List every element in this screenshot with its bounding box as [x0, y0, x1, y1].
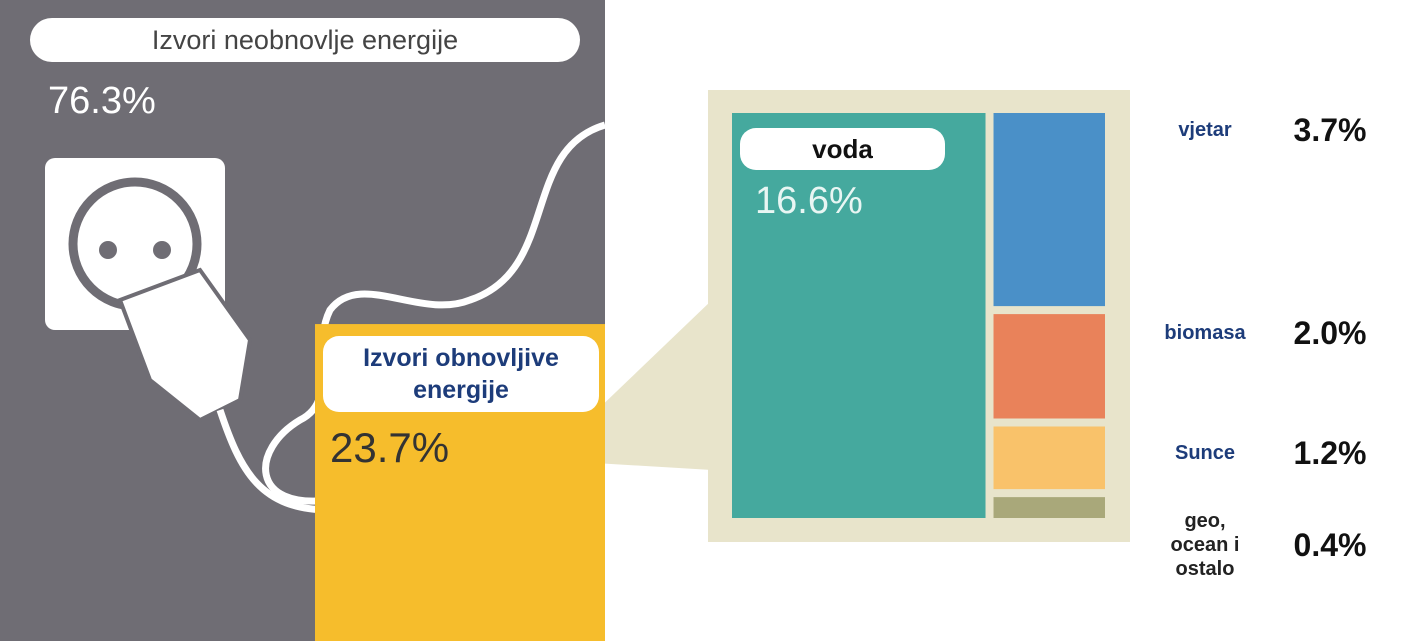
category-label: voda: [740, 128, 945, 170]
category-label: biomasa: [1160, 321, 1250, 345]
value-label: 1.2%: [1270, 435, 1390, 472]
socket-hole: [153, 241, 171, 259]
value-label: 23.7%: [330, 424, 449, 472]
treemap-cell: [994, 426, 1105, 489]
category-label: Sunce: [1160, 441, 1250, 465]
infographic: Izvori neobnovlje energije 76.3% Izvori ob…: [0, 0, 1402, 641]
value-label: 76.3%: [48, 80, 156, 123]
value-label: 0.4%: [1270, 527, 1390, 564]
value-label: 3.7%: [1270, 112, 1390, 149]
category-label: vjetar: [1160, 118, 1250, 142]
treemap-cell: [994, 314, 1105, 418]
socket-hole: [99, 241, 117, 259]
category-label: Izvori neobnovlje energije: [30, 18, 580, 62]
category-label: Izvori obnovljive energije: [323, 336, 599, 412]
value-label: 2.0%: [1270, 315, 1390, 352]
value-label: 16.6%: [755, 180, 863, 223]
category-label: geo, ocean i ostalo: [1160, 509, 1250, 581]
treemap-cell: [994, 113, 1105, 306]
treemap-cell: [994, 497, 1105, 518]
treemap-cell: [732, 113, 986, 518]
